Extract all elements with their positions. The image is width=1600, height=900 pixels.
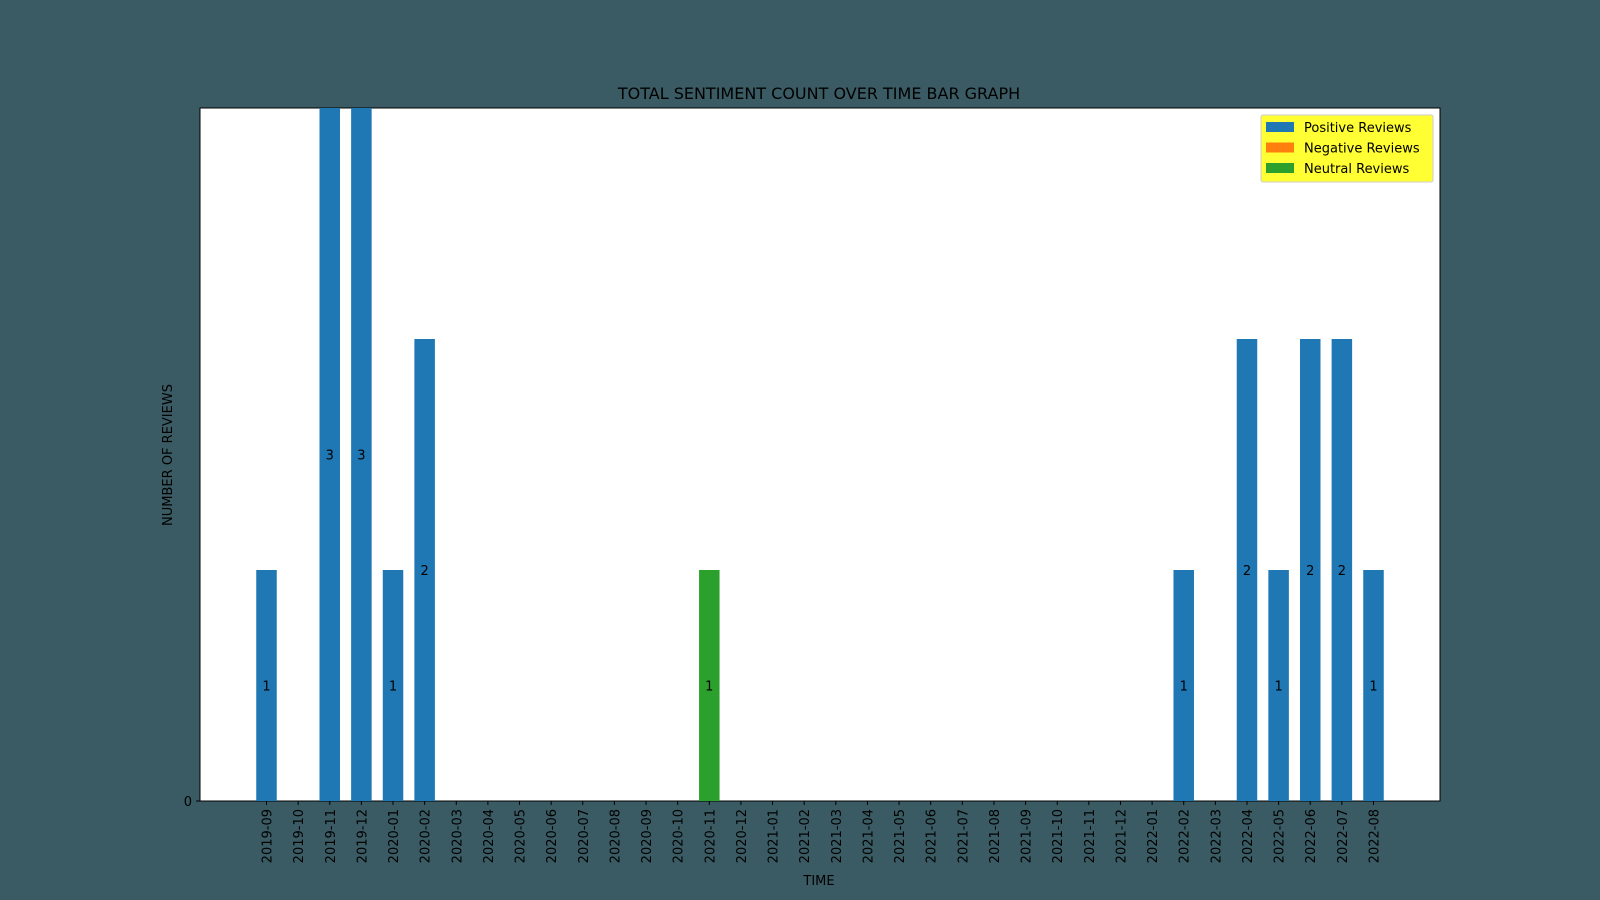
- legend: Positive Reviews Negative Reviews Neutral …: [1260, 114, 1434, 183]
- x-tick-label-2020-03: 2020-03: [450, 809, 465, 863]
- bar-positive-reviews-2019-12: [351, 108, 372, 801]
- plot-area: [199, 107, 1441, 802]
- y-axis-title: NUMBER OF REVIEWS: [161, 384, 176, 526]
- bar-neutral-reviews-2020-11: [699, 570, 720, 801]
- legend-box: [1260, 114, 1434, 183]
- legend-label-negative-reviews: Negative Reviews: [1304, 142, 1420, 157]
- bar-label-2022-02: 1: [1180, 680, 1188, 695]
- x-tick-label-2020-12: 2020-12: [735, 809, 750, 863]
- legend-items: Positive Reviews Negative Reviews Neutral …: [1266, 121, 1420, 177]
- x-tick-label-2019-11: 2019-11: [324, 809, 339, 863]
- x-tick-label-2020-05: 2020-05: [514, 809, 529, 863]
- x-tick-label-2020-02: 2020-02: [419, 809, 434, 863]
- y-tick-label-0: 0: [184, 795, 192, 810]
- x-tick-label-2020-09: 2020-09: [640, 809, 655, 863]
- x-tick-label-2022-03: 2022-03: [1209, 809, 1224, 863]
- x-tick-label-2021-11: 2021-11: [1083, 809, 1098, 863]
- x-tick-label-2021-08: 2021-08: [988, 809, 1003, 863]
- x-tick-label-2021-07: 2021-07: [956, 809, 971, 863]
- x-tick-label-2021-10: 2021-10: [1051, 809, 1066, 863]
- bar-label-2020-01: 1: [389, 680, 397, 695]
- x-tick-label-2020-07: 2020-07: [577, 809, 592, 863]
- bar-label-2019-09: 1: [262, 680, 270, 695]
- bar-positive-reviews-2022-05: [1268, 570, 1289, 801]
- bar-label-2022-06: 2: [1306, 564, 1314, 579]
- bar-positive-reviews-2019-11: [319, 108, 341, 801]
- bar-label-2019-12: 3: [357, 449, 365, 464]
- legend-swatch-negative-reviews: [1266, 142, 1294, 153]
- x-tick-label-2020-11: 2020-11: [703, 809, 718, 863]
- x-tick-label-2021-06: 2021-06: [925, 809, 940, 863]
- bar-positive-reviews-2022-04: [1236, 339, 1258, 801]
- x-tick-label-2021-01: 2021-01: [767, 809, 782, 863]
- bar-positive-reviews-2019-09: [256, 570, 277, 801]
- x-tick-label-2022-08: 2022-08: [1368, 809, 1383, 863]
- y-axis-ticks: 0: [184, 795, 200, 810]
- bar-label-2020-11: 1: [705, 680, 713, 695]
- bar-positive-reviews-2022-07: [1331, 339, 1353, 801]
- bar-label-2020-02: 2: [421, 564, 429, 579]
- x-tick-label-2021-03: 2021-03: [830, 809, 845, 863]
- bar-label-2022-05: 1: [1274, 680, 1282, 695]
- bar-label-2019-11: 3: [326, 449, 334, 464]
- x-tick-label-2022-02: 2022-02: [1178, 809, 1193, 863]
- bar-positive-reviews-2022-06: [1299, 339, 1321, 801]
- bar-positive-reviews-2022-02: [1173, 570, 1194, 801]
- x-tick-label-2019-12: 2019-12: [355, 809, 370, 863]
- x-tick-label-2020-08: 2020-08: [608, 809, 623, 863]
- x-axis-title: TIME: [802, 874, 834, 889]
- x-tick-label-2021-12: 2021-12: [1114, 809, 1129, 863]
- x-tick-label-2022-06: 2022-06: [1304, 809, 1319, 863]
- legend-swatch-positive-reviews: [1266, 122, 1294, 132]
- bar-positive-reviews-2020-02: [414, 339, 435, 801]
- x-tick-label-2021-05: 2021-05: [893, 809, 908, 863]
- bar-labels-group: 1 3 3 1 2 1 2 1 2 2 1 1: [262, 449, 1377, 695]
- x-tick-label-2021-04: 2021-04: [861, 809, 876, 863]
- bar-label-2022-07: 2: [1338, 564, 1346, 579]
- bar-label-2022-04: 2: [1243, 564, 1251, 579]
- x-tick-label-2022-01: 2022-01: [1146, 809, 1161, 863]
- x-tick-label-2022-07: 2022-07: [1336, 809, 1351, 863]
- x-tick-label-2020-01: 2020-01: [387, 809, 402, 863]
- bars-group: [256, 108, 1384, 801]
- x-tick-label-2022-04: 2022-04: [1241, 809, 1256, 863]
- x-tick-label-2020-10: 2020-10: [672, 809, 687, 863]
- bar-positive-reviews-2022-08: [1363, 570, 1384, 801]
- bar-positive-reviews-2020-01: [382, 570, 404, 801]
- bar-label-2022-08: 1: [1369, 680, 1377, 695]
- x-tick-label-2019-10: 2019-10: [292, 809, 307, 863]
- x-tick-label-2020-06: 2020-06: [545, 809, 560, 863]
- x-tick-label-2021-09: 2021-09: [1020, 809, 1035, 863]
- x-tick-label-2021-02: 2021-02: [798, 809, 813, 863]
- x-axis-ticks: 2019-09 2019-10 2019-11 2019-12 2020-01 2020-…: [261, 801, 1383, 863]
- legend-label-neutral-reviews: Neutral Reviews: [1304, 162, 1409, 177]
- legend-swatch-neutral-reviews: [1266, 163, 1294, 173]
- x-tick-label-2022-05: 2022-05: [1273, 809, 1288, 863]
- x-tick-label-2020-04: 2020-04: [482, 809, 497, 863]
- chart-title: TOTAL SENTIMENT COUNT OVER TIME BAR GRAP…: [617, 84, 1020, 103]
- x-tick-label-2019-09: 2019-09: [261, 809, 276, 863]
- legend-label-positive-reviews: Positive Reviews: [1304, 121, 1412, 136]
